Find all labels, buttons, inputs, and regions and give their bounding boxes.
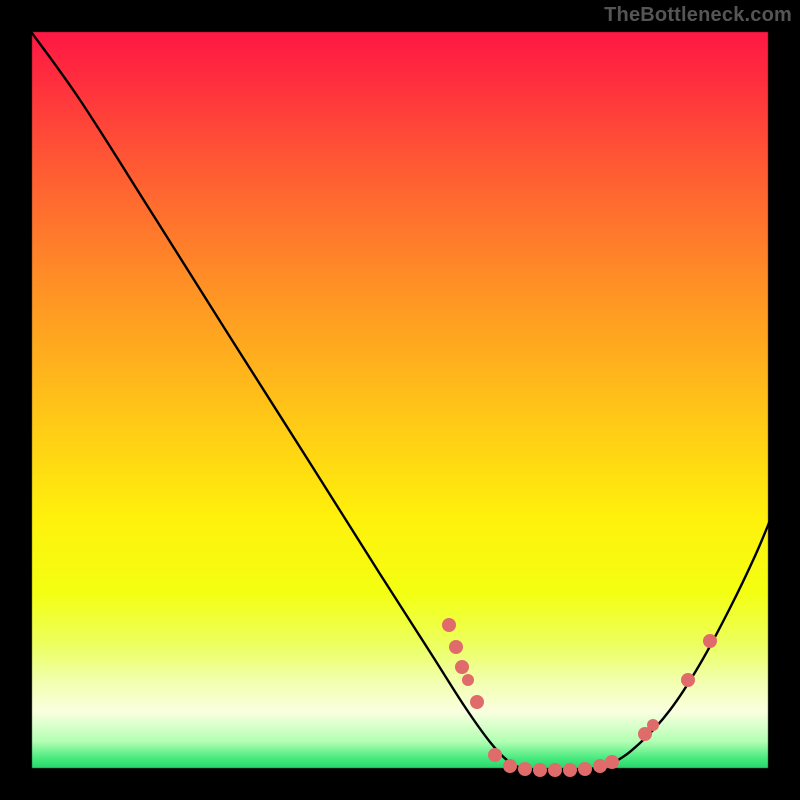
data-marker [462, 674, 474, 686]
chart-overlay [0, 0, 800, 800]
data-marker [647, 719, 659, 731]
data-marker [488, 748, 502, 762]
data-marker [578, 762, 592, 776]
data-marker [703, 634, 717, 648]
data-marker [442, 618, 456, 632]
watermark-text: TheBottleneck.com [604, 4, 792, 27]
data-marker [449, 640, 463, 654]
data-marker [518, 762, 532, 776]
data-marker [681, 673, 695, 687]
curve-line [29, 29, 771, 771]
data-marker [548, 763, 562, 777]
data-marker [533, 763, 547, 777]
bottleneck-chart: TheBottleneck.com [0, 0, 800, 800]
data-marker [563, 763, 577, 777]
data-marker [605, 755, 619, 769]
data-marker [593, 759, 607, 773]
data-marker [470, 695, 484, 709]
data-marker [455, 660, 469, 674]
data-marker [503, 759, 517, 773]
